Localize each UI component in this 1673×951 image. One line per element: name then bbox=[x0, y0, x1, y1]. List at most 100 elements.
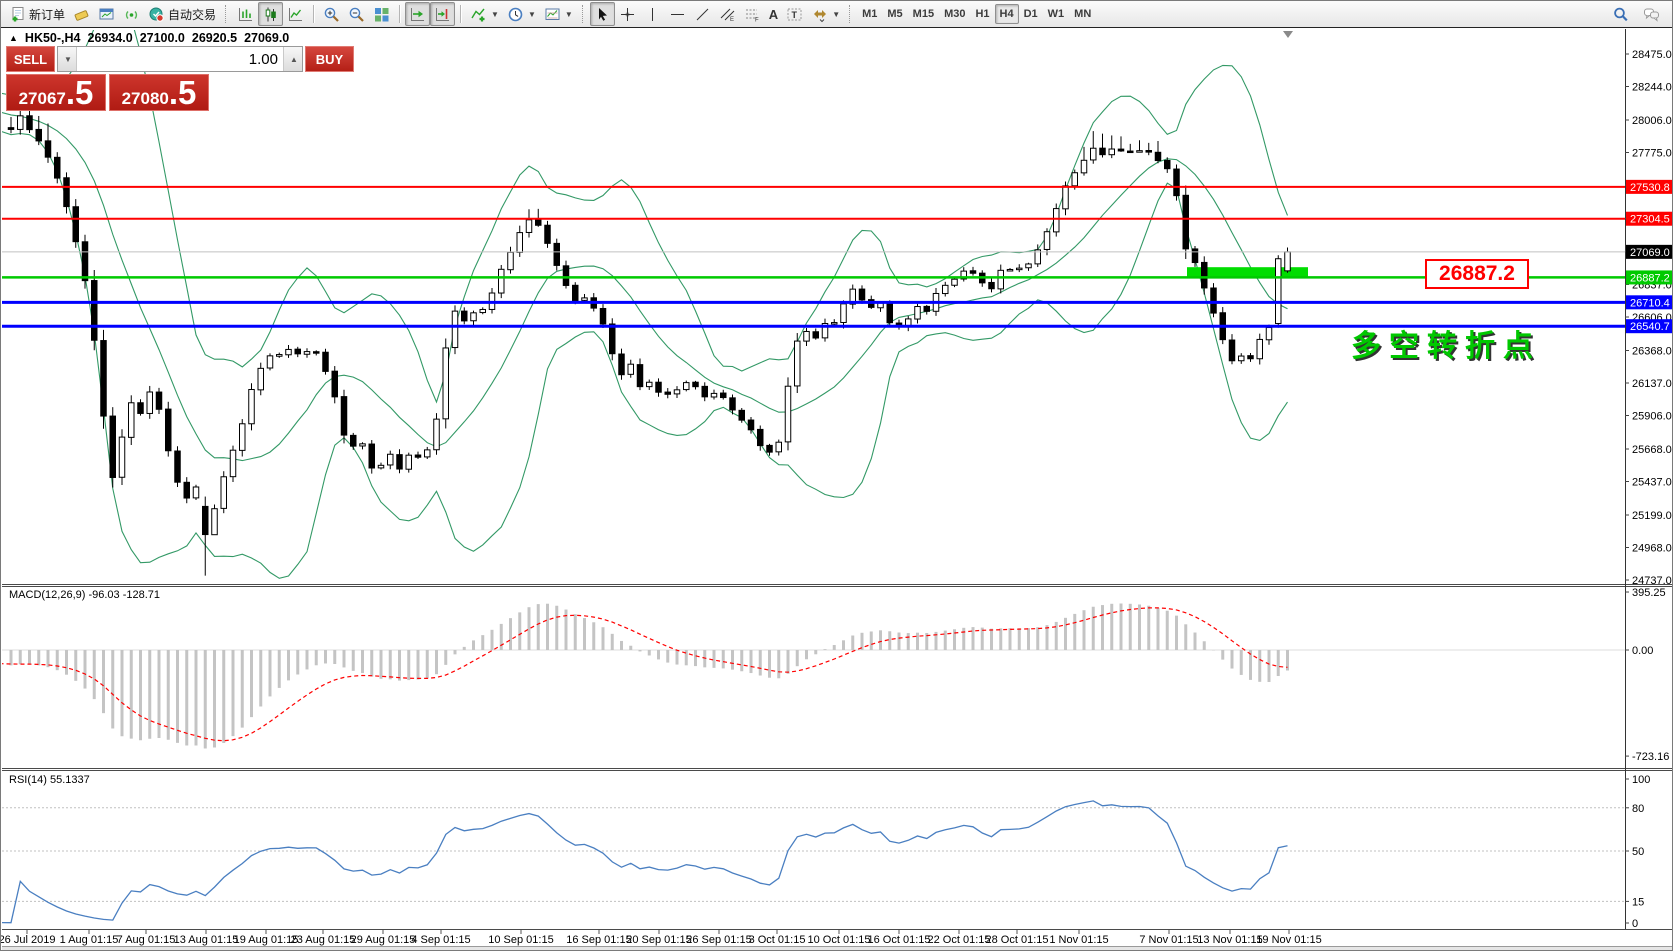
timeframe-mn-button[interactable]: MN bbox=[1069, 4, 1096, 24]
crosshair-tool-button[interactable] bbox=[615, 2, 640, 26]
rsi-tick-label: 15 bbox=[1632, 896, 1644, 908]
dropdown-caret: ▼ bbox=[527, 9, 536, 19]
indicators-icon bbox=[471, 8, 485, 21]
fibonacci-icon: F bbox=[745, 9, 759, 23]
text-label-tool-button[interactable]: T bbox=[782, 2, 807, 26]
zoom-out-button[interactable] bbox=[344, 2, 369, 26]
line-chart-icon bbox=[289, 7, 303, 21]
channel-tool-button[interactable]: E bbox=[715, 2, 740, 26]
time-axis-label: 3 Oct 01:15 bbox=[749, 934, 806, 946]
timeframe-m1-button[interactable]: M1 bbox=[857, 4, 882, 24]
rsi-tick-label: 100 bbox=[1632, 774, 1650, 786]
timeframe-m15-button[interactable]: M15 bbox=[908, 4, 939, 24]
macd-tick-label: -723.16 bbox=[1632, 751, 1669, 763]
text-label-icon: T bbox=[787, 8, 802, 20]
macd-tick-label: 395.25 bbox=[1632, 587, 1666, 599]
svg-text:26710.4: 26710.4 bbox=[1630, 297, 1670, 309]
line-chart-button[interactable] bbox=[283, 2, 308, 26]
sell-price-int: 27067 bbox=[18, 89, 66, 108]
cursor-icon bbox=[598, 7, 607, 21]
toolbar: 新订单 自动交易 bbox=[1, 1, 1672, 28]
chat-button[interactable] bbox=[1639, 2, 1664, 26]
price-tick-label: 24737.0 bbox=[1632, 575, 1672, 587]
volume-decrease-button[interactable]: ▼ bbox=[58, 47, 77, 71]
signals-button[interactable] bbox=[119, 2, 144, 26]
templates-button[interactable]: ▼ bbox=[540, 2, 577, 26]
periods-button[interactable]: ▼ bbox=[503, 2, 540, 26]
autotrading-button[interactable]: 自动交易 bbox=[144, 2, 220, 26]
vertical-line-tool-button[interactable] bbox=[640, 2, 665, 26]
auto-scroll-button[interactable] bbox=[405, 2, 431, 26]
candlestick-chart-button[interactable] bbox=[258, 2, 284, 26]
toolbar-separator bbox=[460, 5, 462, 23]
toolbar-separator bbox=[399, 5, 401, 23]
svg-text:MACD(12,26,9) -96.03 -128.71: MACD(12,26,9) -96.03 -128.71 bbox=[9, 589, 160, 601]
timeframe-d1-button[interactable]: D1 bbox=[1019, 4, 1043, 24]
price-tick-label: 26137.0 bbox=[1632, 378, 1672, 390]
tile-windows-icon bbox=[375, 7, 389, 21]
eraser-icon bbox=[74, 9, 89, 21]
autotrading-label: 自动交易 bbox=[168, 7, 217, 22]
indicators-button[interactable]: ▼ bbox=[466, 2, 503, 26]
svg-text:27304.5: 27304.5 bbox=[1630, 214, 1670, 226]
bar-chart-button[interactable] bbox=[233, 2, 258, 26]
timeframe-m5-button[interactable]: M5 bbox=[882, 4, 907, 24]
sell-price[interactable]: 27067.5 bbox=[6, 74, 106, 111]
templates-icon bbox=[545, 8, 560, 20]
search-button[interactable] bbox=[1608, 2, 1633, 26]
price-tick-label: 25437.0 bbox=[1632, 477, 1672, 489]
signal-icon bbox=[125, 10, 138, 19]
timeframe-h1-button[interactable]: H1 bbox=[970, 4, 994, 24]
price-level-flag[interactable]: 26887.2 bbox=[1425, 259, 1529, 289]
new-order-button[interactable]: 新订单 bbox=[5, 2, 69, 26]
chat-icon bbox=[1644, 8, 1659, 22]
price-level-label: 27304.5 bbox=[1626, 211, 1672, 226]
time-axis-label: 13 Nov 01:15 bbox=[1197, 934, 1262, 946]
timeframe-w1-button[interactable]: W1 bbox=[1043, 4, 1070, 24]
volume-input[interactable] bbox=[77, 47, 283, 71]
timeframe-group: M1 M5 M15 M30 H1 H4 D1 W1 MN bbox=[857, 4, 1096, 24]
horizontal-line-tool-button[interactable] bbox=[665, 2, 690, 26]
time-axis-label: 26 Jul 2019 bbox=[1, 934, 55, 946]
annotation-text[interactable]: 多空转折点 bbox=[1351, 330, 1541, 363]
rsi-tick-label: 0 bbox=[1632, 918, 1638, 930]
time-axis-label: 16 Oct 01:15 bbox=[868, 934, 931, 946]
timeframe-h4-button[interactable]: H4 bbox=[994, 4, 1019, 24]
zoom-in-button[interactable] bbox=[319, 2, 344, 26]
volume-spinner: ▼ ▲ bbox=[57, 46, 303, 72]
rsi-tick-label: 50 bbox=[1632, 846, 1644, 858]
buy-button[interactable]: BUY bbox=[305, 46, 354, 72]
price-tick-label: 26368.0 bbox=[1632, 345, 1672, 357]
svg-text:27530.8: 27530.8 bbox=[1630, 182, 1670, 194]
eraser-button[interactable] bbox=[69, 2, 94, 26]
trendline-tool-button[interactable] bbox=[690, 2, 715, 26]
toolbar-grip bbox=[849, 5, 852, 23]
ohlc-low: 26920.5 bbox=[191, 31, 238, 45]
buy-price-frac: .5 bbox=[168, 74, 197, 111]
sell-button[interactable]: SELL bbox=[6, 46, 55, 72]
horizontal-line-icon bbox=[670, 13, 684, 15]
text-tool-button[interactable]: A bbox=[765, 2, 782, 26]
arrows-tool-button[interactable]: ▼ bbox=[807, 2, 844, 26]
cursor-tool-button[interactable] bbox=[589, 2, 615, 26]
time-axis-label: 7 Nov 01:15 bbox=[1139, 934, 1198, 946]
price-tick-label: 25199.0 bbox=[1632, 510, 1672, 522]
fibonacci-tool-button[interactable]: F bbox=[740, 2, 765, 26]
tile-windows-button[interactable] bbox=[369, 2, 394, 26]
time-axis-label: 26 Sep 01:15 bbox=[686, 934, 751, 946]
price-level-label: 26540.7 bbox=[1626, 319, 1672, 334]
channel-icon: E bbox=[720, 8, 735, 23]
timeframe-m30-button[interactable]: M30 bbox=[939, 4, 970, 24]
time-axis-label: 16 Sep 01:15 bbox=[566, 934, 631, 946]
time-axis-label: 28 Oct 01:15 bbox=[986, 934, 1049, 946]
chart-shift-icon bbox=[436, 7, 450, 21]
time-axis-label: 19 Aug 01:15 bbox=[234, 934, 299, 946]
one-click-trading-panel: SELL ▼ ▲ BUY 27067.5 27080.5 bbox=[6, 46, 354, 111]
volume-increase-button[interactable]: ▲ bbox=[283, 47, 302, 71]
buy-price[interactable]: 27080.5 bbox=[109, 74, 209, 111]
chart-shift-button[interactable] bbox=[430, 2, 456, 26]
new-chart-button[interactable] bbox=[94, 2, 119, 26]
dropdown-caret: ▼ bbox=[564, 9, 573, 19]
sell-price-frac: .5 bbox=[65, 74, 94, 111]
